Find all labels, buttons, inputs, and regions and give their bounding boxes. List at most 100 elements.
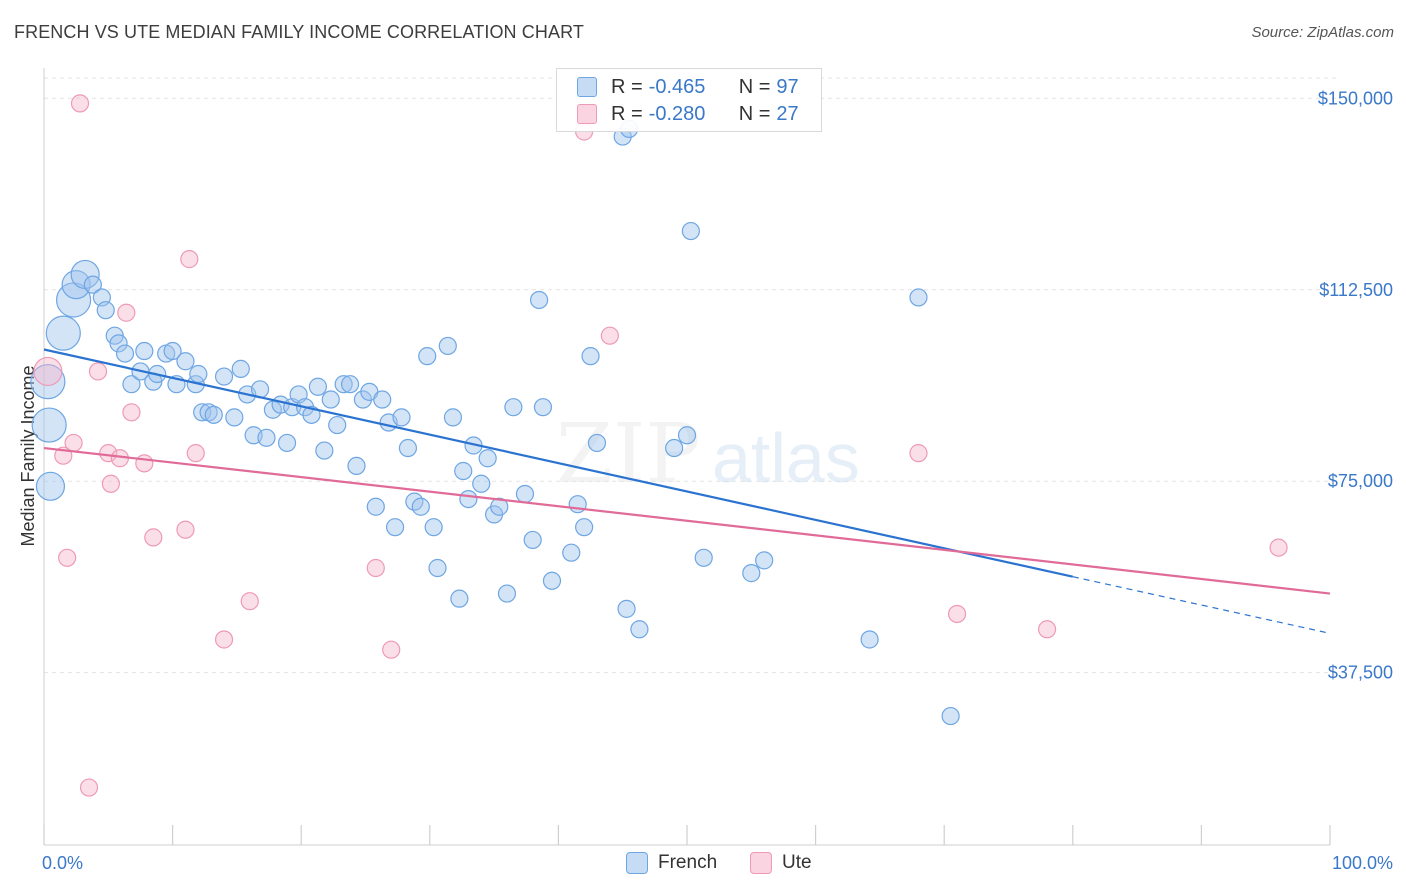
ute-point [144, 528, 163, 547]
french-point [392, 408, 411, 427]
french-point [340, 375, 360, 394]
series-french [30, 119, 960, 726]
legend-n-label: N = [738, 102, 771, 125]
ute-point [117, 303, 136, 322]
french-point [385, 518, 405, 537]
ute-point [70, 94, 90, 113]
french-point [411, 497, 430, 516]
french-trend-line [43, 348, 1074, 578]
series-ute [33, 94, 1288, 797]
bottom-legend-label-ute: Ute [782, 852, 812, 873]
french-point [443, 408, 463, 427]
y-tick-label: $150,000 [1318, 88, 1393, 108]
ute-point [214, 630, 234, 649]
french-point [533, 398, 553, 417]
french-point [31, 407, 67, 443]
french-point [115, 344, 135, 363]
axes [43, 68, 1331, 846]
french-point [454, 461, 473, 481]
y-tick-label: $75,000 [1328, 471, 1393, 491]
legend-n-value: 27 [776, 102, 799, 125]
ute-point [186, 444, 205, 463]
french-point [515, 484, 535, 504]
french-point [941, 706, 960, 726]
french-point [347, 456, 366, 476]
french-point [189, 364, 208, 384]
legend-r-label: R = [611, 102, 643, 125]
ute-point [135, 454, 154, 473]
bottom-legend-label-french: French [658, 852, 718, 873]
y-tick-label: $112,500 [1319, 280, 1393, 300]
french-point [30, 364, 66, 400]
french-point [694, 548, 713, 567]
french-point [35, 471, 66, 501]
bottom-legend-french[interactable]: French [626, 852, 717, 874]
french-point [438, 336, 457, 356]
french-point [490, 497, 509, 516]
ute-point [909, 444, 928, 463]
watermark-atlas: atlas [712, 419, 860, 497]
french-point [755, 551, 774, 570]
ute-point [58, 548, 77, 567]
french-point [497, 584, 517, 603]
trend-lines [43, 348, 1331, 634]
legend-swatch-ute [577, 104, 597, 124]
french-point [176, 352, 195, 371]
bottom-legend-swatch-french [626, 852, 648, 874]
french-point [587, 433, 607, 453]
watermark: ZIP atlas [556, 407, 860, 502]
french-point [523, 530, 542, 550]
french-point [373, 390, 392, 409]
chart-title: FRENCH VS UTE MEDIAN FAMILY INCOME CORRE… [14, 22, 584, 42]
legend-row-ute: R = -0.280 N = 27 [577, 102, 799, 126]
french-point [277, 433, 297, 453]
french-point [135, 341, 154, 361]
source-label: Source: ZipAtlas.com [1251, 24, 1394, 41]
legend-r-value: -0.465 [648, 75, 706, 98]
correlation-legend: R = -0.465 N = 97 R = -0.280 N = 27 [556, 68, 822, 132]
french-point [83, 275, 102, 294]
ute-point [122, 403, 141, 422]
french-point [630, 620, 649, 639]
legend-n-label: N = [738, 75, 771, 98]
legend-r-label: R = [611, 75, 643, 98]
french-point [681, 221, 700, 241]
ute-point [1037, 620, 1057, 639]
ute-point [366, 558, 385, 578]
french-point [321, 390, 340, 409]
french-point [193, 403, 212, 422]
ute-point [600, 326, 619, 345]
french-point [450, 589, 469, 608]
french-point [677, 426, 697, 445]
french-point [122, 375, 141, 394]
french-point [328, 415, 347, 435]
french-point [478, 449, 497, 468]
french-point [665, 438, 684, 458]
ute-point [79, 778, 99, 797]
x-tick-label-start: 0.0% [42, 853, 83, 873]
legend-swatch-french [577, 77, 597, 97]
ute-point [99, 444, 118, 463]
french-point [199, 403, 218, 422]
ute-point [180, 250, 199, 269]
ute-point [101, 474, 120, 493]
ute-point [64, 433, 83, 453]
french-point [459, 489, 478, 509]
y-tick-label: $37,500 [1328, 663, 1393, 683]
french-point [530, 290, 549, 310]
french-point [109, 334, 128, 353]
y-tick-labels: $37,500 $75,000 $112,500 $150,000 [1318, 88, 1393, 682]
legend-row-french: R = -0.465 N = 97 [577, 75, 799, 99]
french-point [398, 438, 418, 458]
ute-point [1269, 538, 1288, 557]
french-point [472, 474, 491, 493]
french-point [163, 341, 182, 361]
ute-point [382, 640, 401, 659]
french-point [418, 347, 437, 366]
french-point [231, 359, 250, 378]
french-point [562, 543, 581, 562]
bottom-legend-ute[interactable]: Ute [750, 852, 812, 874]
x-tick-labels: 0.0% 100.0% [42, 853, 1393, 873]
watermark-zip: ZIP [556, 407, 701, 502]
